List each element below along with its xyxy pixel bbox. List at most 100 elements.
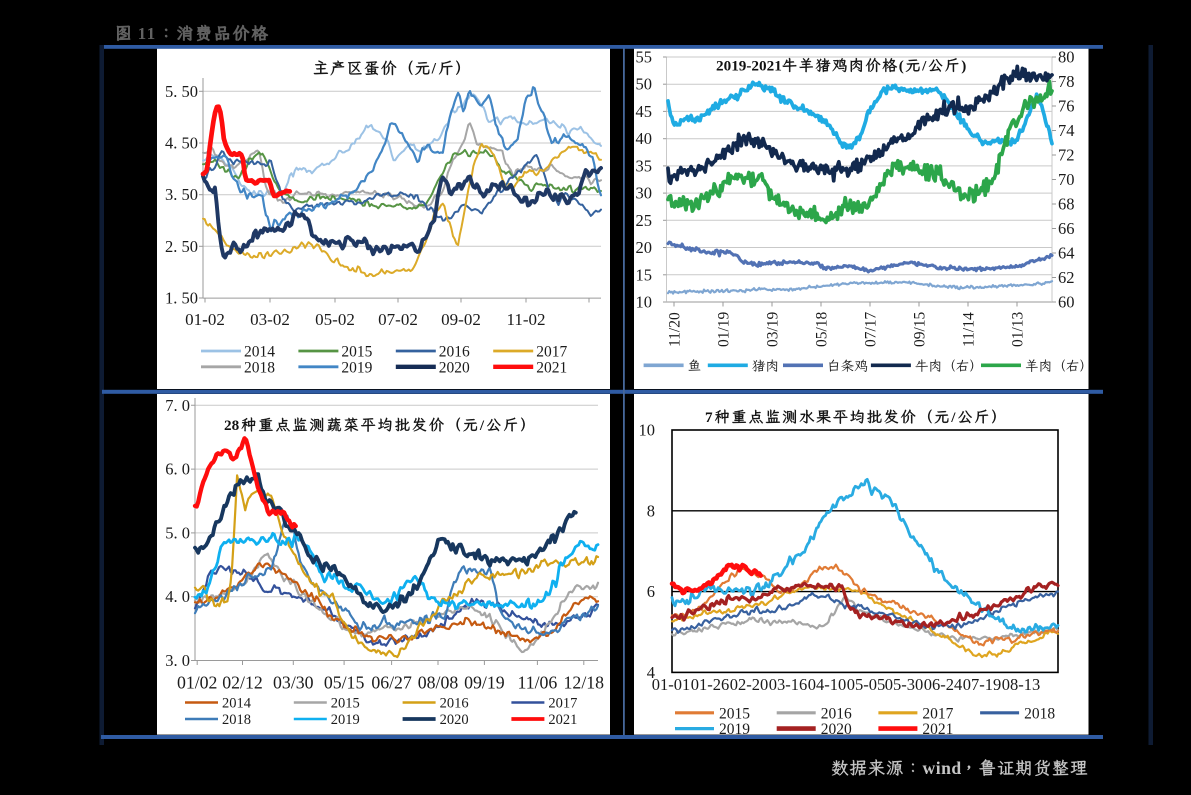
svg-text:02-20: 02-20 — [730, 675, 769, 694]
svg-text:62: 62 — [1058, 268, 1075, 287]
svg-text:2018: 2018 — [244, 359, 275, 376]
svg-text:3. 50: 3. 50 — [165, 185, 198, 204]
svg-text:11-02: 11-02 — [506, 310, 545, 329]
svg-text:7. 0: 7. 0 — [165, 396, 190, 415]
svg-text:2016: 2016 — [440, 696, 469, 712]
svg-text:01-01: 01-01 — [652, 675, 691, 694]
svg-text:/: / — [431, 61, 437, 78]
svg-text:2020: 2020 — [440, 712, 469, 728]
svg-text:12/18: 12/18 — [564, 673, 605, 693]
svg-text:20: 20 — [636, 238, 653, 257]
svg-text:2015: 2015 — [341, 344, 372, 361]
svg-text:06-24: 06-24 — [924, 675, 963, 694]
svg-text:1. 50: 1. 50 — [165, 289, 198, 308]
svg-text:09-02: 09-02 — [441, 310, 481, 329]
svg-text:04-10: 04-10 — [808, 675, 847, 694]
svg-text:40: 40 — [636, 129, 653, 148]
svg-text:45: 45 — [636, 102, 653, 121]
svg-text:70: 70 — [1058, 170, 1075, 189]
svg-text:/: / — [921, 58, 927, 75]
svg-text:2014: 2014 — [244, 344, 275, 361]
svg-text:03-16: 03-16 — [769, 675, 808, 694]
svg-text:05-02: 05-02 — [315, 310, 355, 329]
svg-text:2020: 2020 — [439, 359, 470, 376]
svg-text:2014: 2014 — [222, 696, 252, 712]
svg-text:55: 55 — [636, 48, 653, 67]
svg-text:10: 10 — [636, 293, 653, 312]
svg-text:2021: 2021 — [922, 721, 953, 738]
svg-text:08/08: 08/08 — [418, 673, 459, 693]
svg-text:): ) — [961, 58, 966, 75]
svg-text:03/30: 03/30 — [273, 673, 314, 693]
svg-text:2019-2021: 2019-2021 — [716, 58, 782, 75]
svg-text:5. 0: 5. 0 — [165, 523, 190, 542]
svg-text:2019: 2019 — [331, 712, 360, 728]
svg-text:02/12: 02/12 — [222, 673, 263, 693]
svg-text:06/27: 06/27 — [371, 673, 412, 693]
svg-text:10: 10 — [639, 421, 656, 440]
svg-text:6. 0: 6. 0 — [165, 460, 190, 479]
svg-text:4. 50: 4. 50 — [165, 134, 198, 153]
svg-text:78: 78 — [1058, 72, 1075, 91]
svg-text:80: 80 — [1058, 48, 1075, 67]
svg-text:76: 76 — [1058, 97, 1075, 116]
svg-text:28: 28 — [224, 417, 240, 434]
svg-text:/: / — [479, 417, 485, 434]
svg-text:01/19: 01/19 — [716, 311, 733, 347]
svg-text:2021: 2021 — [548, 712, 577, 728]
svg-text:2021: 2021 — [536, 359, 567, 376]
svg-text:11: 11 — [138, 24, 157, 43]
svg-text:03/19: 03/19 — [765, 311, 782, 347]
svg-text:50: 50 — [636, 75, 653, 94]
svg-text:2017: 2017 — [548, 696, 577, 712]
svg-text:8: 8 — [647, 501, 655, 520]
svg-text:05/15: 05/15 — [324, 673, 365, 693]
svg-text:2016: 2016 — [439, 344, 470, 361]
svg-text:05/18: 05/18 — [814, 311, 831, 347]
svg-text:2016: 2016 — [821, 705, 852, 722]
svg-text:7: 7 — [705, 409, 713, 426]
svg-text:2018: 2018 — [1024, 705, 1055, 722]
svg-text:11/20: 11/20 — [667, 312, 684, 347]
svg-text:wind: wind — [923, 758, 962, 778]
svg-text:11/06: 11/06 — [517, 673, 557, 693]
svg-text:6: 6 — [647, 582, 655, 601]
svg-text:5. 50: 5. 50 — [165, 82, 198, 101]
svg-text:2015: 2015 — [331, 696, 360, 712]
svg-text:66: 66 — [1058, 219, 1075, 238]
svg-text:01-02: 01-02 — [185, 310, 225, 329]
svg-text:01/02: 01/02 — [177, 673, 218, 693]
svg-text:2019: 2019 — [341, 359, 372, 376]
svg-text:07-19: 07-19 — [963, 675, 1002, 694]
svg-text:01-26: 01-26 — [691, 675, 730, 694]
svg-text:2018: 2018 — [222, 712, 251, 728]
svg-text:11/14: 11/14 — [961, 312, 978, 347]
svg-text:25: 25 — [636, 211, 653, 230]
svg-text:35: 35 — [636, 156, 653, 175]
svg-text:09/19: 09/19 — [464, 673, 505, 693]
svg-text:4: 4 — [647, 663, 655, 682]
svg-text:/: / — [950, 409, 956, 426]
svg-text:72: 72 — [1058, 146, 1075, 165]
svg-text:64: 64 — [1058, 244, 1075, 263]
svg-text:05-30: 05-30 — [885, 675, 924, 694]
svg-text:01/13: 01/13 — [1010, 311, 1027, 347]
svg-text:4. 0: 4. 0 — [165, 587, 190, 606]
svg-text:05-05: 05-05 — [847, 675, 886, 694]
svg-text:68: 68 — [1058, 195, 1075, 214]
svg-text:2017: 2017 — [922, 705, 953, 722]
svg-text:03-02: 03-02 — [250, 310, 290, 329]
svg-text:2. 50: 2. 50 — [165, 237, 198, 256]
svg-text:08-13: 08-13 — [1002, 675, 1041, 694]
svg-text:07-02: 07-02 — [378, 310, 418, 329]
svg-text:74: 74 — [1058, 121, 1075, 140]
svg-text:07/17: 07/17 — [863, 311, 880, 347]
svg-text:2020: 2020 — [821, 721, 852, 738]
svg-text:(: ( — [899, 58, 904, 75]
svg-text:2017: 2017 — [536, 344, 567, 361]
svg-text:2019: 2019 — [719, 721, 750, 738]
svg-text:30: 30 — [636, 184, 653, 203]
svg-text:60: 60 — [1058, 293, 1075, 312]
svg-text:15: 15 — [636, 265, 653, 284]
svg-text:09/15: 09/15 — [912, 311, 929, 347]
